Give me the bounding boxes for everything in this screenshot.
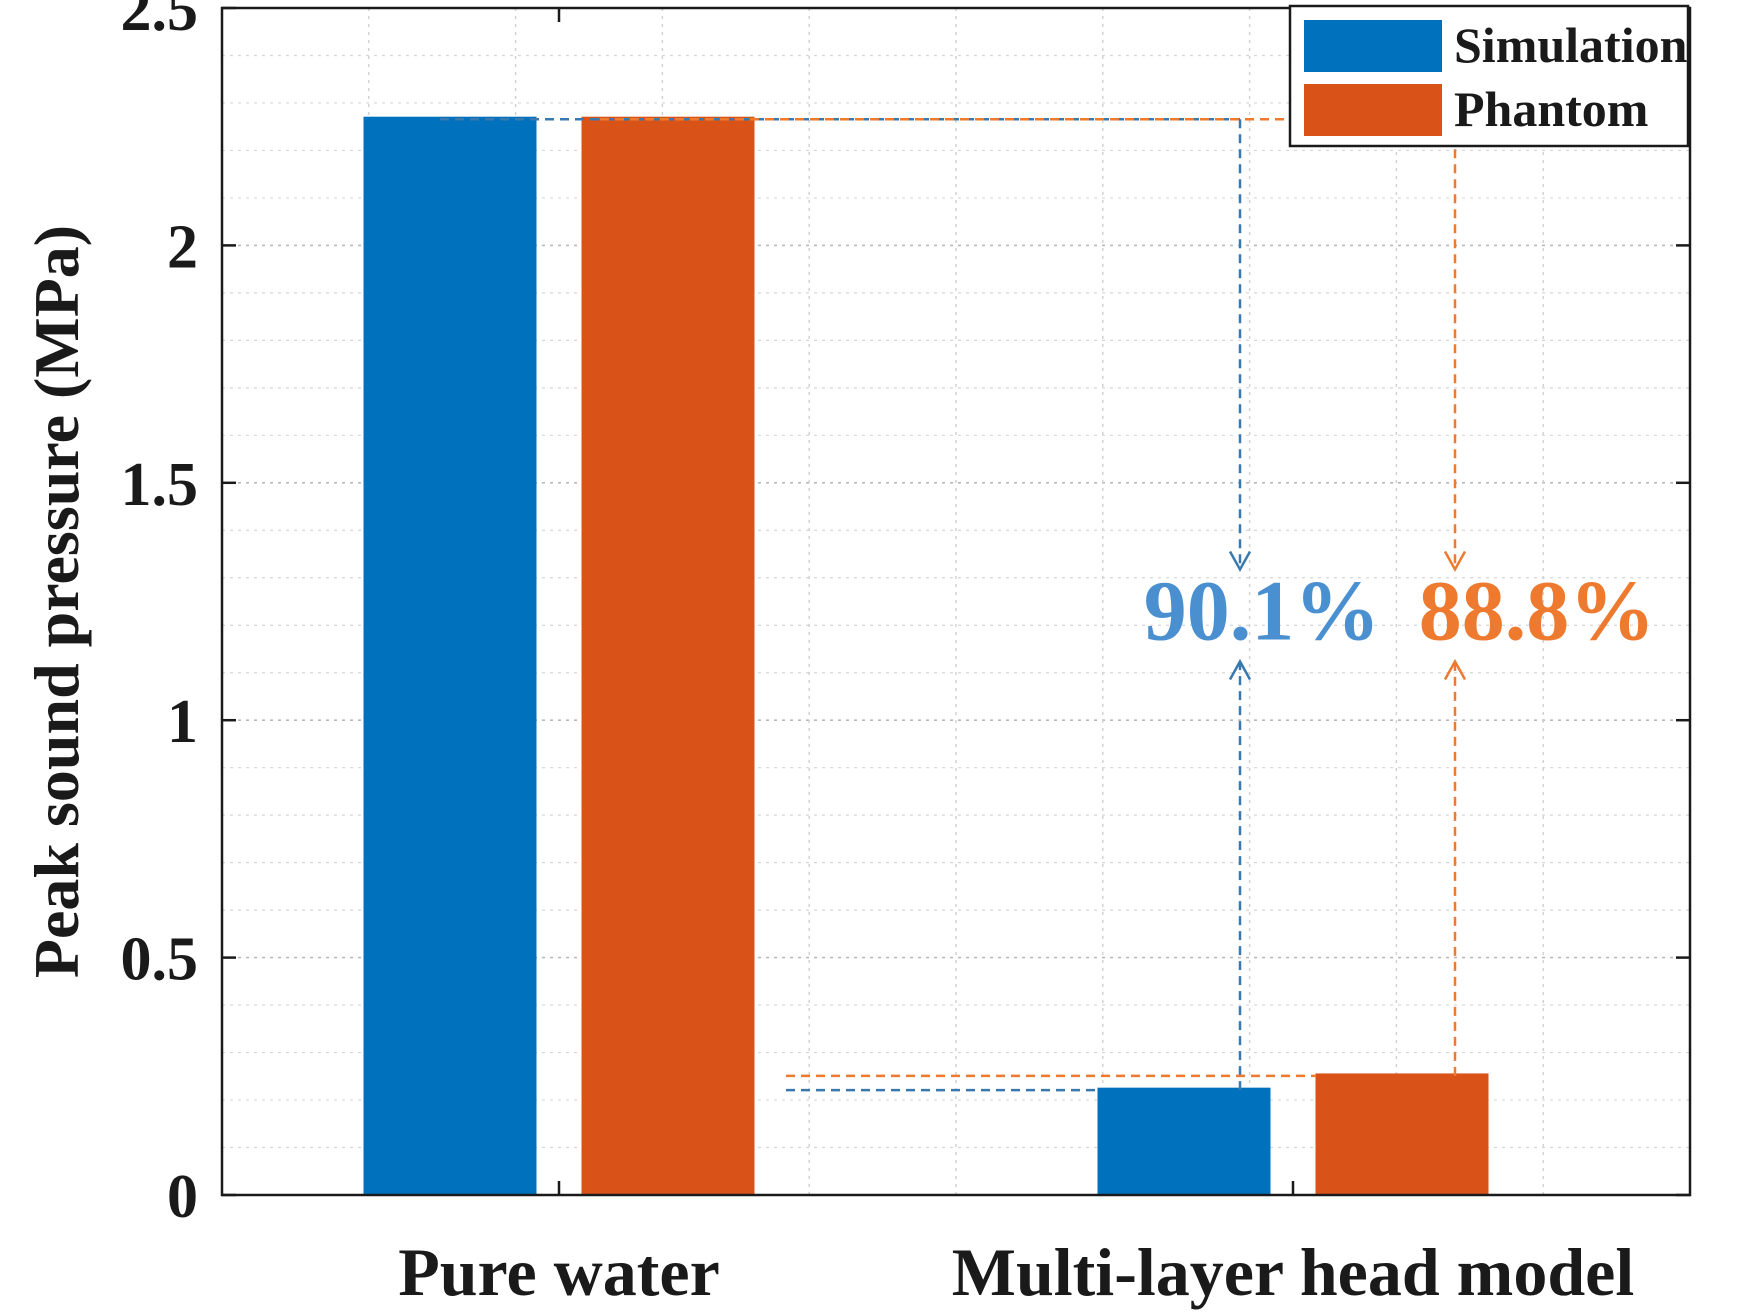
legend-swatch-phantom: [1304, 84, 1442, 136]
guide-arrow: [1443, 658, 1467, 681]
annotation-simulation: 90.1%: [1144, 562, 1381, 658]
x-category-label: Pure water: [398, 1234, 720, 1310]
reduction-guides: [440, 117, 1467, 1092]
bars: [363, 116, 1489, 1196]
legend: Simulation Phantom: [1288, 4, 1690, 148]
bar-simulation-1: [363, 116, 537, 1196]
guide-arrow: [1228, 658, 1252, 681]
bar-phantom-2: [1315, 1073, 1489, 1196]
annotations: 90.1% 88.8%: [1144, 562, 1656, 658]
y-tick-label: 2.5: [121, 0, 199, 44]
y-axis-label: Peak sound pressure (MPa): [21, 225, 92, 978]
guide-arrow: [1228, 550, 1252, 573]
y-tick-label: 0: [167, 1163, 198, 1231]
guide-arrow: [1443, 550, 1467, 573]
y-axis-ticks: 0 0.5 1 1.5 2 2.5: [121, 0, 1690, 1231]
legend-swatch-simulation: [1304, 20, 1442, 72]
bar-simulation-2: [1097, 1087, 1271, 1196]
annotation-phantom: 88.8%: [1419, 562, 1656, 658]
x-category-label: Multi-layer head model: [952, 1234, 1634, 1310]
y-tick-label: 2: [167, 213, 198, 281]
y-tick-label: 1.5: [121, 451, 199, 519]
legend-label-simulation: Simulation: [1454, 17, 1688, 73]
bar-phantom-1: [581, 116, 755, 1196]
plot-frame: [220, 6, 1692, 1197]
y-tick-label: 1: [167, 688, 198, 756]
legend-label-phantom: Phantom: [1454, 81, 1648, 137]
x-axis-categories: Pure water Multi-layer head model: [398, 1234, 1634, 1310]
y-tick-label: 0.5: [121, 926, 199, 994]
